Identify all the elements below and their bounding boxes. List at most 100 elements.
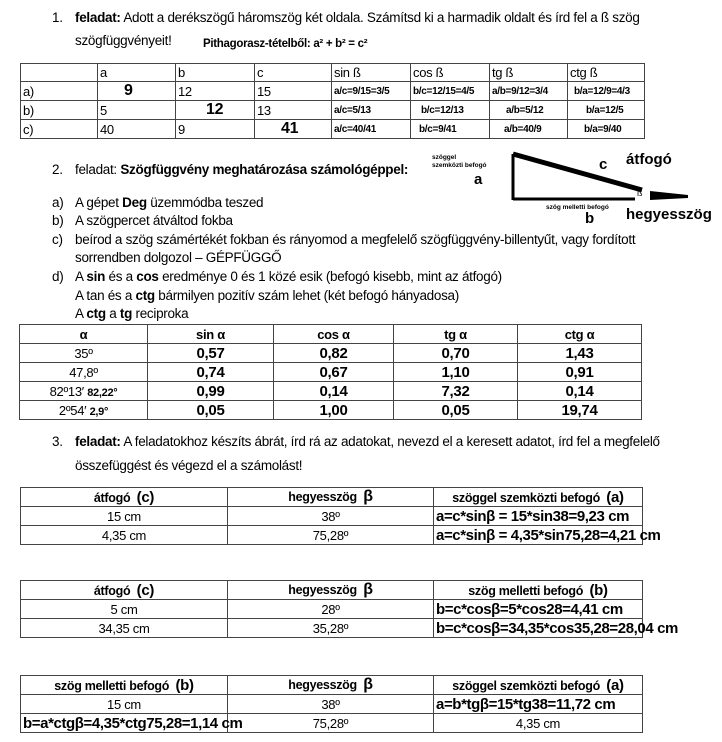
arrow-icon [650, 191, 688, 200]
cell: 15 [254, 81, 332, 101]
item-a-marker: a) [52, 195, 64, 210]
table-row: b=a*ctgβ=4,35*ctg75,28=1,14 cm 75,28º 4,35… [20, 713, 643, 733]
sin-cell: 0,74 [147, 362, 274, 382]
symbol-label: (a) [606, 676, 624, 694]
pythagoras-formula: Pithagorasz-tételből: a² + b² = c² [203, 38, 368, 50]
cell: a/b=9/12=3/4 [489, 81, 568, 101]
table-row: 47,8º 0,74 0,67 1,10 0,91 [19, 362, 642, 382]
trig-values-table: α sin α cos α tg α ctg α 35º 0,57 0,82 0… [19, 324, 642, 420]
cell: 9 [175, 119, 255, 139]
symbol-label: β [363, 581, 373, 598]
item-c-marker: c) [52, 232, 63, 247]
sin-cell: 0,99 [147, 381, 274, 401]
symbol-label: (b) [589, 581, 608, 599]
angle-cell: 2º54′ 2,9° [19, 400, 148, 420]
value-cell: 15 cm [20, 506, 228, 526]
table-row: 4,35 cm 75,28º a=c*sinβ = 4,35*sin75,28=4,… [20, 525, 661, 545]
header-cell: α [19, 324, 148, 344]
angle-cell: 47,8º [19, 362, 148, 382]
formula-cell: b=c*cosβ=34,35*cos35,28=28,04 cm [433, 618, 678, 638]
side-ratio-table: a b c sin ß cos ß tg ß ctg ß a) 9 12 15 … [20, 63, 645, 139]
symbol-label: (b) [175, 676, 194, 694]
value-cell: 38º [227, 506, 434, 526]
opposite-leg-label: szöggel szemközti befogó [432, 154, 487, 169]
cell: 12 [175, 100, 255, 120]
table-row: 15 cm 38º a=c*sinβ = 15*sin38=9,23 cm [20, 506, 643, 526]
value-cell: 35,28º [227, 618, 434, 638]
adjacent-leg-label: szög melletti befogó [546, 204, 609, 211]
value-cell: 4,35 cm [433, 713, 643, 733]
value-cell: 5 cm [20, 599, 228, 619]
symbol-label: β [363, 676, 373, 693]
right-triangle-icon [511, 151, 688, 201]
cell: b/c=9/41 [410, 119, 490, 139]
header-cell: hegyesszög β [227, 487, 434, 507]
item-a-text: A gépet Deg üzemmódba teszed [75, 195, 264, 210]
acute-angle-label: hegyesszög [626, 206, 712, 223]
cell: b/c=12/13 [410, 100, 490, 120]
angle-cell: 82º13′ 82,22° [19, 381, 148, 401]
tg-cell: 7,32 [393, 381, 518, 401]
table-row: c) 40 9 41 a/c=40/41 b/c=9/41 a/b=40/9 b… [20, 119, 645, 139]
task1-label: feladat: [75, 10, 121, 25]
table-row: 34,35 cm 35,28º b=c*cosβ=34,35*cos35,28=28… [20, 618, 678, 638]
header-cell: a [97, 63, 176, 82]
tg-cell: 1,10 [393, 362, 518, 382]
value-cell: 28º [227, 599, 434, 619]
tg-cell: 0,70 [393, 343, 518, 363]
formula-cell: a=c*sinβ = 4,35*sin75,28=4,21 cm [433, 525, 661, 545]
cell: a/b=5/12 [489, 100, 568, 120]
cell: c) [20, 119, 98, 139]
ctg-cell: 0,91 [517, 362, 642, 382]
header-cell: átfogó (c) [20, 580, 228, 600]
table-header-row: átfogó (c) hegyesszög β szög melletti befo… [20, 580, 643, 600]
cos-cell: 1,00 [273, 400, 394, 420]
cell: a) [20, 81, 98, 101]
value-cell: 34,35 cm [20, 618, 228, 638]
cell: a/c=5/13 [331, 100, 411, 120]
task3-label: feladat: [75, 434, 121, 449]
triangle-diagram: szöggel szemközti befogó a c átfogó ß sz… [420, 148, 722, 230]
table-row: 35º 0,57 0,82 0,70 1,43 [19, 343, 642, 363]
header-cell: ctg α [517, 324, 642, 344]
formula-cell: a=c*sinβ = 15*sin38=9,23 cm [433, 506, 643, 526]
cell: b/a=9/40 [567, 119, 645, 139]
header-cell: hegyesszög β [227, 675, 434, 695]
header-cell [20, 63, 98, 82]
task1-text-body: Adott a derékszögű háromszög két oldala.… [123, 10, 640, 25]
cos-cell: 0,67 [273, 362, 394, 382]
calculation-table: átfogó (c) hegyesszög β szöggel szemközti … [20, 487, 661, 545]
header-cell: hegyesszög β [227, 580, 434, 600]
cos-cell: 0,82 [273, 343, 394, 363]
symbol-label: (c) [136, 488, 155, 506]
cell: a/c=40/41 [331, 119, 411, 139]
cell: a/c=9/15=3/5 [331, 81, 411, 101]
ctg-cell: 19,74 [517, 400, 642, 420]
symbol-label: β [363, 488, 373, 505]
table-header-row: α sin α cos α tg α ctg α [19, 324, 642, 344]
side-b-label: b [585, 210, 595, 227]
angle-cell: 35º [19, 343, 148, 363]
task1-text: feladat: Adott a derékszögű háromszög ké… [75, 10, 640, 25]
task2-number: 2. [52, 162, 63, 177]
hypotenuse-label: átfogó [626, 151, 672, 168]
header-cell: b [175, 63, 255, 82]
item-d-line1: A sin és a cos eredménye 0 és 1 közé esi… [75, 269, 502, 284]
ctg-cell: 1,43 [517, 343, 642, 363]
header-cell: ctg ß [567, 63, 645, 82]
task2-label: feladat: [75, 162, 117, 177]
item-d-line3: A ctg a tg reciproka [75, 306, 189, 321]
value-cell: 4,35 cm [20, 525, 228, 545]
task3-text: feladat: A feladatokhoz készíts ábrát, í… [75, 434, 660, 449]
header-cell: tg α [393, 324, 518, 344]
item-c-text2: sorrendben dolgozol – GÉPFÜGGŐ [75, 250, 282, 265]
header-cell: sin ß [331, 63, 411, 82]
value-cell: 38º [227, 694, 434, 714]
sin-cell: 0,57 [147, 343, 274, 363]
value-cell: 75,28º [227, 713, 434, 733]
table-header-row: szög melletti befogó (b) hegyesszög β szög… [20, 675, 643, 695]
value-cell: 15 cm [20, 694, 228, 714]
cell: 13 [254, 100, 332, 120]
tg-cell: 0,05 [393, 400, 518, 420]
symbol-label: (a) [606, 488, 624, 506]
